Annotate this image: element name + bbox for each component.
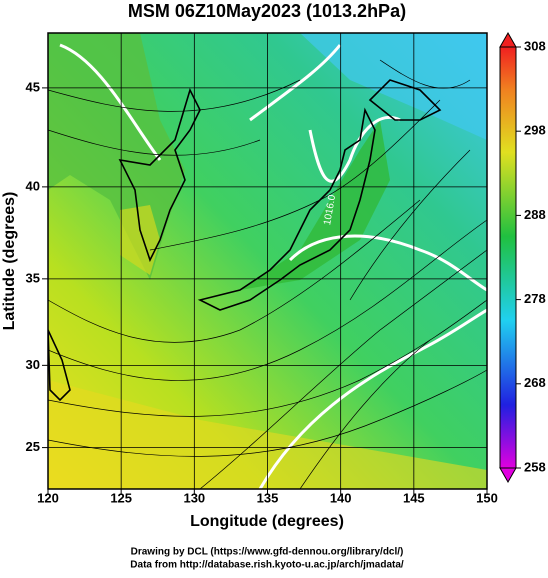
contour-label: 1016.0 bbox=[322, 194, 338, 226]
y-tick-label: 25 bbox=[26, 439, 40, 454]
footer: Data from http://database.rish.kyoto-u.a… bbox=[130, 560, 404, 571]
y-tick-label: 40 bbox=[26, 178, 40, 193]
colorbar-tick-label: 278 bbox=[524, 291, 546, 306]
colorbar-end bbox=[499, 467, 517, 484]
y-tick-label: 30 bbox=[26, 357, 40, 372]
x-tick-label: 125 bbox=[110, 490, 132, 505]
x-tick-label: 145 bbox=[403, 490, 425, 505]
y-tick-label: 35 bbox=[26, 270, 40, 285]
footer: Drawing by DCL (https://www.gfd-dennou.o… bbox=[131, 547, 404, 558]
x-tick-label: 135 bbox=[257, 490, 279, 505]
colorbar-tick-label: 288 bbox=[524, 207, 546, 222]
x-tick-label: 130 bbox=[183, 490, 205, 505]
x-tick-label: 140 bbox=[330, 490, 352, 505]
colorbar-end bbox=[499, 31, 517, 48]
colorbar-tick-label: 308 bbox=[524, 38, 546, 53]
chart-title: MSM 06Z10May2023 (1013.2hPa) bbox=[128, 1, 406, 21]
colorbar-tick-label: 268 bbox=[524, 375, 546, 390]
colorbar-tick-label: 258 bbox=[524, 459, 546, 474]
y-axis-label: Latitude (degrees) bbox=[1, 192, 18, 331]
x-axis-label: Longitude (degrees) bbox=[190, 513, 344, 530]
colorbar-tick-label: 298 bbox=[524, 123, 546, 138]
y-tick-label: 45 bbox=[26, 79, 40, 94]
x-tick-label: 120 bbox=[37, 490, 59, 505]
colorbar bbox=[499, 46, 517, 469]
x-tick-label: 150 bbox=[476, 490, 498, 505]
